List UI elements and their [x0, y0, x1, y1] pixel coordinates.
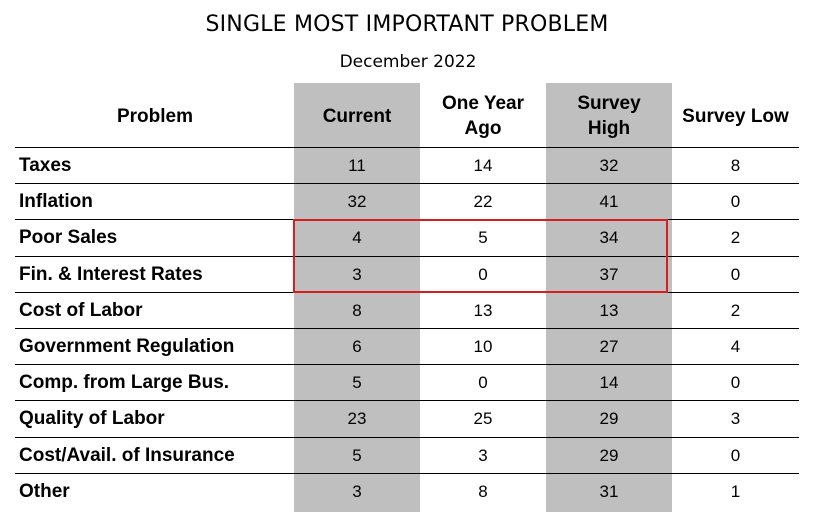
row-divider	[15, 328, 799, 329]
row-divider	[15, 183, 799, 184]
cell-one-year-ago: 3	[478, 445, 488, 465]
cell-survey-high: 29	[599, 445, 619, 465]
cell-survey-high: 34	[599, 228, 619, 248]
cell-current: 32	[347, 192, 367, 212]
highlight-box	[293, 219, 668, 293]
row-label: Government Regulation	[19, 336, 235, 357]
header-problem: Problem	[116, 105, 194, 127]
row-label: Taxes	[19, 155, 72, 176]
row-divider	[15, 256, 799, 257]
cell-survey-high: 41	[599, 192, 619, 212]
row-label: Cost/Avail. of Insurance	[19, 444, 235, 466]
cell-survey-low: 0	[730, 373, 741, 393]
cell-one-year-ago: 10	[473, 337, 493, 356]
cell-survey-low: 3	[730, 409, 741, 429]
chart-subtitle: December 2022	[339, 52, 477, 72]
cell-one-year-ago: 8	[478, 481, 488, 501]
header-current: Current	[322, 105, 392, 127]
row-label: Fin. & Interest Rates	[19, 263, 203, 285]
header-survey-low: Survey Low	[682, 105, 789, 127]
row-label: Other	[19, 480, 70, 502]
header-one-year-ago: One Year Ago	[441, 93, 525, 139]
row-divider	[15, 437, 799, 438]
header-survey-high: Survey High	[577, 93, 641, 139]
cell-one-year-ago: 13	[473, 300, 493, 320]
cell-one-year-ago: 0	[478, 373, 488, 393]
header-divider	[15, 147, 799, 148]
cell-survey-low: 2	[730, 300, 741, 320]
cell-survey-high: 37	[599, 264, 619, 284]
cell-survey-high: 27	[599, 337, 619, 356]
cell-survey-high: 32	[599, 156, 619, 175]
cell-current: 23	[347, 409, 367, 429]
row-divider	[15, 364, 799, 365]
row-label: Inflation	[19, 191, 93, 213]
cell-survey-low: 2	[730, 228, 741, 248]
row-divider	[15, 400, 799, 401]
cell-current: 5	[352, 445, 362, 465]
cell-current: 4	[352, 228, 362, 248]
cell-one-year-ago: 5	[478, 228, 488, 248]
cell-survey-low: 4	[730, 337, 741, 356]
row-divider	[15, 473, 799, 474]
cell-survey-low: 0	[730, 445, 741, 465]
cell-current: 5	[352, 373, 362, 393]
cell-survey-high: 31	[599, 481, 619, 501]
cell-survey-low: 0	[730, 264, 741, 284]
cell-survey-low: 1	[730, 481, 741, 501]
chart-title: SINGLE MOST IMPORTANT PROBLEM	[205, 12, 609, 37]
cell-one-year-ago: 22	[473, 192, 493, 212]
cell-current: 3	[352, 481, 362, 501]
current-column-shading	[294, 83, 420, 512]
cell-current: 8	[352, 300, 362, 320]
cell-survey-high: 29	[599, 409, 619, 429]
cell-survey-low: 8	[730, 156, 741, 175]
cell-one-year-ago: 0	[478, 264, 488, 284]
cell-survey-low: 0	[730, 192, 741, 212]
cell-current: 6	[352, 337, 362, 356]
cell-current: 3	[352, 264, 362, 284]
row-label: Cost of Labor	[19, 299, 143, 321]
row-label: Quality of Labor	[19, 408, 165, 430]
cell-survey-high: 13	[599, 300, 619, 320]
cell-current: 11	[348, 156, 366, 175]
survey-high-column-shading	[546, 83, 672, 512]
row-label: Poor Sales	[19, 227, 118, 249]
row-label: Comp. from Large Bus.	[19, 372, 230, 394]
cell-survey-high: 14	[599, 373, 619, 393]
cell-one-year-ago: 14	[473, 156, 493, 175]
cell-one-year-ago: 25	[473, 409, 493, 429]
